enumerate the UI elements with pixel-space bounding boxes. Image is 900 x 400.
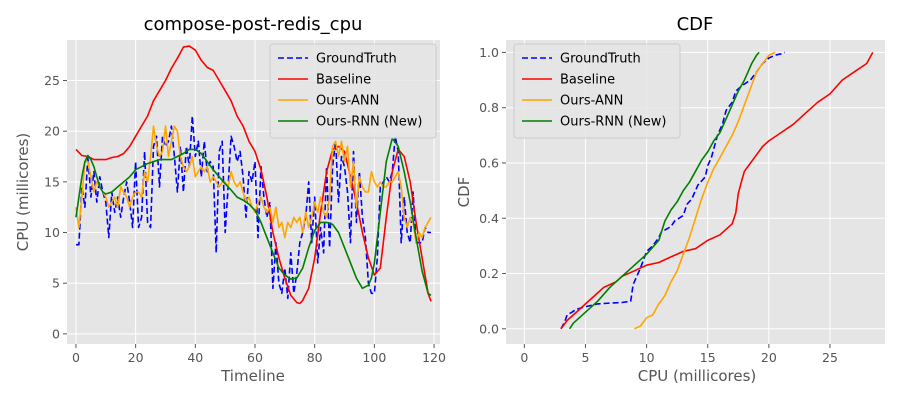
x-tick-label: 10 [639, 350, 655, 365]
y-tick-label: 0.2 [479, 266, 499, 281]
x-tick-label: 0 [72, 350, 80, 365]
tick-labels: 0 20 40 60 80 100 120 0 5 10 15 20 25 [44, 73, 446, 365]
x-tick-label: 0 [520, 350, 528, 365]
legend-label: Baseline [560, 73, 615, 88]
y-tick-label: 15 [44, 174, 60, 189]
y-axis-label: CDF [455, 177, 473, 208]
legend-label: Ours-ANN [560, 94, 623, 109]
x-tick-label: 25 [822, 350, 838, 365]
series-baseline [75, 45, 432, 305]
x-tick-label: 5 [581, 350, 589, 365]
y-tick-label: 0 [52, 326, 60, 341]
y-axis-label: CPU (millicores) [14, 133, 32, 252]
legend-label: GroundTruth [316, 52, 397, 67]
series-ours-rnn-new [75, 137, 432, 297]
series-baseline [560, 52, 874, 330]
y-tick-label: 5 [52, 276, 60, 291]
x-tick-label: 120 [422, 350, 446, 365]
x-tick-label: 15 [700, 350, 716, 365]
legend-label: Ours-ANN [316, 94, 379, 109]
series-layer [560, 51, 874, 330]
series-ours-ann [634, 51, 776, 330]
cdf-chart: 0 5 10 15 20 25 0.0 0.2 0.4 0.6 0.8 1.0 CDF CPU (mi… [455, 14, 885, 385]
time-series-chart: 0 20 40 60 80 100 120 0 5 10 15 20 25 compose-post-r… [14, 14, 446, 385]
legend-box [513, 43, 681, 139]
y-tick-label: 0.4 [479, 211, 499, 226]
y-tick-label: 10 [44, 225, 60, 240]
series-ours-rnn-new [568, 51, 760, 330]
legend-label: Ours-RNN (New) [316, 115, 422, 130]
x-tick-label: 60 [247, 350, 263, 365]
x-axis-label: Timeline [220, 367, 285, 385]
x-tick-label: 20 [128, 350, 144, 365]
chart-title: CDF [677, 14, 714, 35]
y-tick-label: 1.0 [479, 45, 499, 60]
legend-label: Ours-RNN (New) [560, 115, 666, 130]
y-tick-label: 0.8 [479, 100, 499, 115]
x-tick-label: 80 [307, 350, 323, 365]
legend-label: GroundTruth [560, 52, 641, 67]
series-groundtruth [560, 51, 785, 330]
legend-box [269, 43, 437, 139]
series-layer [75, 45, 432, 305]
legend-label: Baseline [316, 73, 371, 88]
y-tick-label: 0.0 [479, 321, 499, 336]
x-axis-label: CPU (millicores) [638, 367, 757, 385]
y-tick-label: 0.6 [479, 155, 499, 170]
tick-labels: 0 5 10 15 20 25 0.0 0.2 0.4 0.6 0.8 1.0 [479, 45, 838, 365]
y-tick-label: 25 [44, 73, 60, 88]
series-groundtruth [76, 115, 431, 300]
x-tick-label: 100 [362, 350, 386, 365]
x-tick-label: 40 [187, 350, 203, 365]
x-tick-label: 20 [761, 350, 777, 365]
legend: GroundTruth Baseline Ours-ANN Ours-RNN (New… [513, 43, 681, 139]
legend: GroundTruth Baseline Ours-ANN Ours-RNN (New… [269, 43, 437, 139]
y-tick-label: 20 [44, 124, 60, 139]
chart-title: compose-post-redis_cpu [144, 14, 363, 35]
